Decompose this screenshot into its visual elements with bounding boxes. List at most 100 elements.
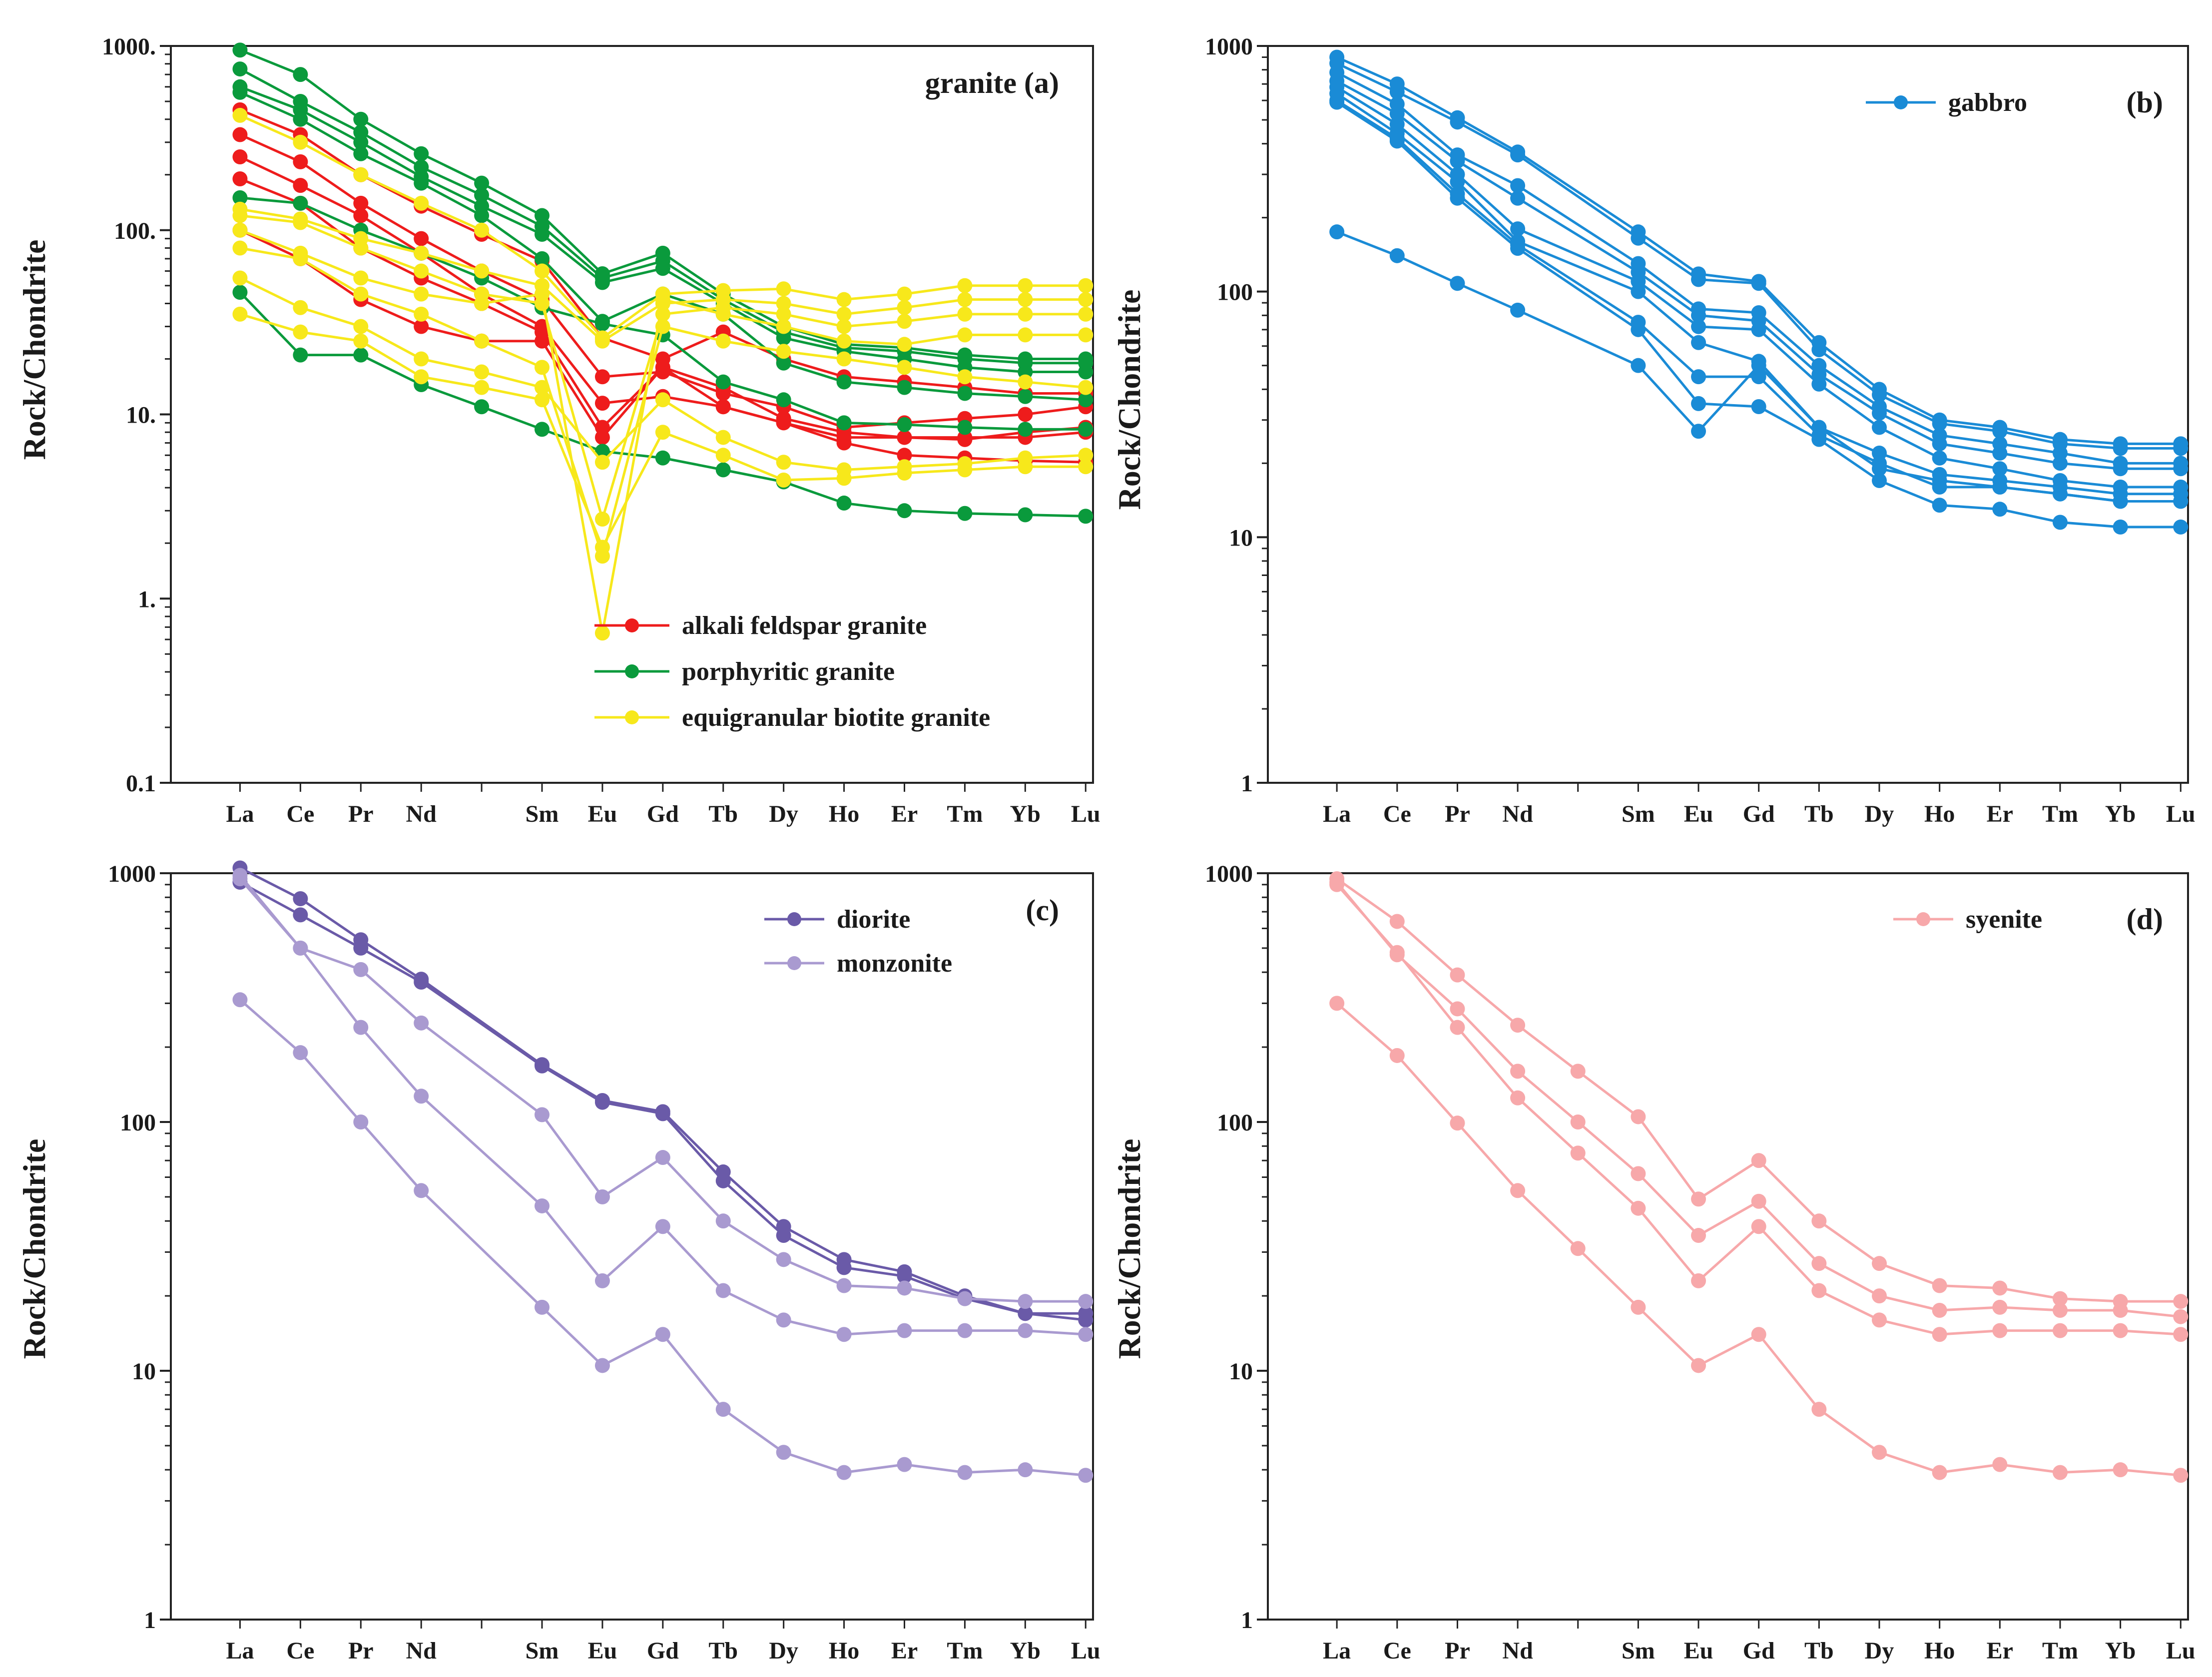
- series-line: [239, 881, 1086, 1315]
- data-point: [715, 1213, 731, 1229]
- data-point: [836, 1465, 852, 1480]
- data-point: [1872, 461, 1887, 477]
- x-tick-label: Lu: [1071, 801, 1101, 827]
- series-group: [1329, 871, 2189, 1483]
- data-point: [1018, 1306, 1033, 1321]
- legend: gabbro: [1866, 88, 2027, 117]
- data-point: [594, 396, 610, 411]
- data-point: [414, 231, 429, 246]
- data-point: [414, 245, 429, 261]
- data-point: [232, 107, 248, 123]
- data-point: [1078, 459, 1094, 475]
- data-point: [1018, 407, 1033, 422]
- data-point: [836, 351, 852, 367]
- data-point: [1510, 221, 1526, 237]
- data-point: [474, 296, 490, 311]
- data-point: [836, 306, 852, 322]
- x-tick-label: Nd: [1502, 801, 1533, 827]
- x-tick-label: Gd: [647, 801, 679, 827]
- data-point: [232, 240, 248, 256]
- data-point: [535, 422, 550, 437]
- legend-label: diorite: [837, 905, 910, 934]
- y-tick-label: 1.: [138, 586, 156, 612]
- data-point: [1510, 302, 1526, 318]
- data-point: [897, 503, 912, 519]
- data-point: [897, 1280, 912, 1296]
- data-point: [1389, 133, 1405, 149]
- legend-label: alkali feldspar granite: [682, 611, 927, 640]
- series-line: [239, 874, 1086, 1303]
- data-point: [293, 300, 308, 315]
- x-tick-label: Sm: [1622, 801, 1655, 827]
- data-point: [535, 208, 550, 223]
- data-point: [1932, 1278, 1947, 1293]
- y-tick-label: 1000: [1205, 861, 1253, 887]
- data-point: [1751, 358, 1766, 373]
- data-point: [474, 187, 490, 203]
- series-line: [239, 867, 1086, 1321]
- data-point: [655, 292, 670, 307]
- data-point: [776, 415, 791, 431]
- y-tick-label: 100: [1217, 1110, 1253, 1136]
- data-point: [594, 275, 610, 290]
- data-point: [897, 286, 912, 302]
- data-point: [474, 333, 490, 349]
- data-point: [1992, 424, 2008, 439]
- data-point: [715, 306, 731, 322]
- data-point: [836, 1278, 852, 1293]
- data-point: [353, 347, 369, 363]
- data-point: [414, 319, 429, 334]
- panel-d: 1 10 100 1000 La Ce Pr Nd Sm Eu Gd Tb Dy Ho Er Tm Yb Lu Ro…: [1111, 861, 2196, 1664]
- data-point: [1570, 1115, 1586, 1129]
- series-group: [232, 868, 1094, 1483]
- data-point: [353, 962, 369, 977]
- data-point: [1631, 284, 1646, 299]
- data-point: [1078, 509, 1094, 524]
- x-tick-label: Lu: [1071, 1638, 1101, 1664]
- data-point: [776, 455, 791, 470]
- panel-a: 0.1 1. 10. 100. 1000. La Ce Pr Nd Sm Eu Gd Tb Dy Ho Er T…: [16, 33, 1101, 827]
- data-point: [1329, 877, 1345, 892]
- data-point: [1932, 416, 1947, 431]
- data-point: [1811, 1213, 1827, 1229]
- data-point: [594, 316, 610, 332]
- data-point: [715, 1283, 731, 1298]
- data-point: [2052, 1323, 2068, 1338]
- data-point: [1811, 1256, 1827, 1271]
- x-tick-label: Tm: [2042, 801, 2078, 827]
- data-point: [1450, 153, 1465, 169]
- y-axis-label: Rock/Chondrite: [16, 240, 52, 460]
- data-point: [1992, 1299, 2008, 1315]
- data-point: [293, 134, 308, 150]
- data-point: [293, 324, 308, 340]
- legend-label: equigranular biotite granite: [682, 703, 990, 732]
- data-point: [1932, 1465, 1947, 1480]
- panel-b: 1 10 100 1000 La Ce Pr Nd Sm Eu Gd Tb Dy Ho Er Tm Yb Lu Ro…: [1111, 33, 2196, 827]
- x-tick-label: Er: [1987, 1638, 2013, 1664]
- data-point: [715, 1402, 731, 1417]
- x-tick-label: La: [226, 801, 254, 827]
- data-point: [1018, 1462, 1033, 1478]
- x-tick-label: Er: [1987, 801, 2013, 827]
- data-point: [1018, 327, 1033, 343]
- data-point: [897, 430, 912, 445]
- series-line: [239, 878, 1086, 1336]
- data-point: [293, 251, 308, 266]
- y-tick-label: 10.: [126, 402, 156, 429]
- data-point: [1932, 1327, 1947, 1342]
- data-point: [776, 1312, 791, 1328]
- data-point: [1631, 358, 1646, 373]
- data-point: [414, 369, 429, 385]
- data-point: [535, 1058, 550, 1074]
- data-point: [2113, 519, 2128, 535]
- data-point: [1691, 396, 1706, 411]
- data-point: [594, 512, 610, 527]
- panel-title: granite (a): [925, 66, 1059, 99]
- y-tick-label: 1000: [108, 861, 156, 887]
- x-tick-label: Ho: [1924, 801, 1955, 827]
- data-point: [1510, 190, 1526, 206]
- x-tick-label: Nd: [406, 801, 437, 827]
- legend-label: porphyritic granite: [682, 657, 895, 686]
- data-point: [293, 907, 308, 923]
- data-point: [1751, 399, 1766, 415]
